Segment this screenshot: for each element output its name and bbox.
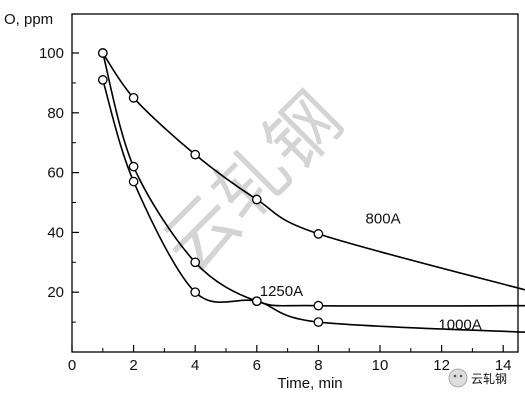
y-tick-label: 80 (47, 105, 64, 122)
series-points (97, 48, 324, 327)
wechat-logo-eye (459, 374, 463, 378)
data-point-800a (190, 149, 201, 160)
watermark-logo-text: 云轧钢 (471, 372, 507, 386)
y-tick-label: 40 (47, 224, 64, 241)
data-point-800a (313, 229, 324, 239)
ticks: 0 2 4 6 8 10 12 14 20 40 60 80 100 (39, 45, 512, 374)
series-line-1250a (102, 52, 525, 307)
data-point-1250a (313, 300, 324, 311)
data-point-1000a (313, 317, 324, 327)
series-label-1250a: 1250A (260, 283, 303, 300)
x-tick-label: 14 (495, 357, 512, 374)
watermark-logo: 云轧钢 (448, 368, 507, 388)
data-point-1000a (128, 176, 139, 187)
series-labels: 800A 1250A 1000A (260, 210, 482, 333)
data-point-1000a (251, 296, 262, 307)
data-point-1250a (128, 161, 139, 172)
y-tick-label: 100 (39, 45, 64, 62)
y-tick-label: 20 (47, 284, 64, 301)
x-axis-title: Time, min (277, 375, 342, 392)
wechat-logo-icon (448, 368, 468, 388)
series-line-1000a (102, 79, 525, 333)
faint-watermark: 云轧钢 (148, 78, 357, 287)
x-tick-label: 6 (253, 357, 261, 374)
series-label-1000a: 1000A (438, 316, 481, 333)
y-axis-title: O, ppm (4, 11, 53, 28)
data-point-1250a (190, 257, 201, 268)
data-point-800a (128, 93, 139, 103)
y-tick-label: 60 (47, 165, 64, 182)
x-tick-label: 10 (372, 357, 389, 374)
x-tick-label: 0 (68, 357, 76, 374)
series-label-800a: 800A (366, 210, 401, 227)
plot-frame (71, 13, 519, 353)
data-point-1000a (97, 75, 108, 85)
x-tick-label: 8 (314, 357, 322, 374)
diagonal-watermark-text: 云轧钢 (148, 78, 357, 287)
wechat-logo-eye (453, 374, 457, 378)
x-tick-label: 12 (433, 357, 450, 374)
data-point-1250a (97, 48, 108, 58)
x-tick-label: 4 (191, 357, 199, 374)
data-point-1000a (190, 287, 201, 298)
plot-border (71, 13, 519, 353)
data-point-800a (251, 194, 262, 205)
x-tick-label: 2 (129, 357, 137, 374)
